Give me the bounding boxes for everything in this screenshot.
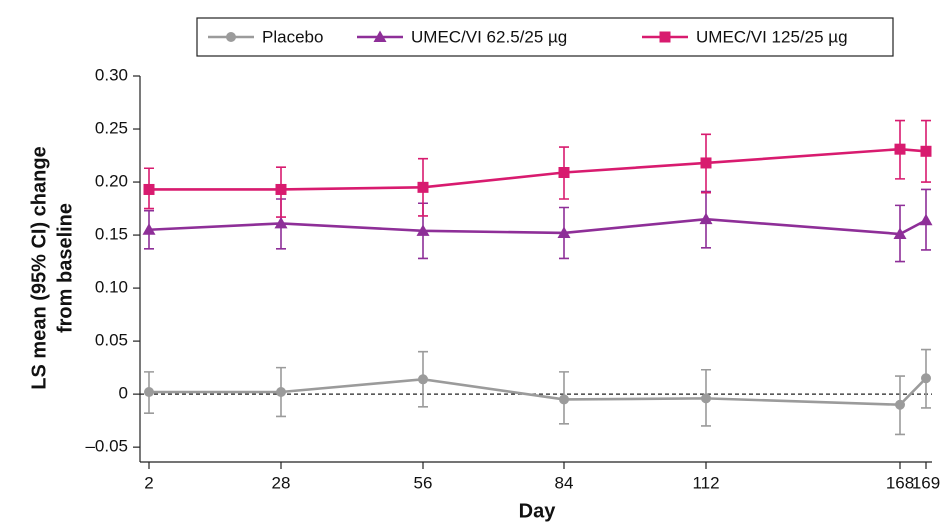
legend-marker [226, 32, 236, 42]
point [559, 394, 569, 405]
point [276, 387, 286, 398]
point [699, 212, 713, 225]
point [700, 157, 712, 169]
x-tick-label: 2 [144, 473, 153, 492]
y-tick-label: 0.10 [95, 278, 128, 297]
point [701, 393, 711, 404]
point [558, 167, 570, 178]
series-line [148, 217, 927, 236]
point [418, 374, 428, 385]
y-tick-label: –0.05 [85, 437, 128, 456]
point [274, 216, 288, 229]
point [921, 373, 931, 384]
legend-label: UMEC/VI 62.5/25 µg [411, 27, 567, 46]
x-tick-label: 169 [912, 473, 940, 492]
legend-marker [373, 30, 387, 42]
x-tick-label: 84 [555, 473, 574, 492]
point [919, 213, 933, 226]
legend-label: UMEC/VI 125/25 µg [696, 27, 848, 46]
point [557, 226, 571, 238]
legend-label: Placebo [262, 27, 323, 46]
y-tick-label: 0.20 [95, 172, 128, 191]
point [416, 224, 430, 236]
legend-marker [659, 31, 671, 43]
legend-box [196, 17, 894, 57]
point [920, 145, 932, 157]
point [144, 387, 154, 398]
y-tick-label: 0 [119, 384, 128, 403]
x-axis-title: Day [519, 500, 557, 522]
series-line [149, 147, 927, 191]
y-tick-label: 0.30 [95, 65, 128, 84]
y-tick-label: 0.25 [95, 119, 128, 138]
series-line [149, 377, 927, 407]
y-tick-label: 0.15 [95, 225, 128, 244]
point [893, 227, 907, 240]
point [417, 181, 429, 193]
y-axis-title: from baseline [54, 203, 76, 333]
y-tick-label: 0.05 [95, 331, 128, 350]
point [143, 183, 155, 195]
x-tick-label: 168 [886, 473, 914, 492]
point [275, 183, 287, 195]
point [895, 399, 905, 410]
y-axis-title: LS mean (95% CI) change [28, 146, 50, 389]
x-tick-label: 56 [414, 473, 433, 492]
point [142, 223, 156, 235]
x-tick-label: 28 [272, 473, 291, 492]
x-tick-label: 112 [692, 473, 719, 492]
point [894, 143, 906, 155]
